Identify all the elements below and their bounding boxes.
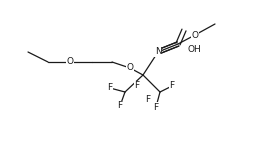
Text: F: F <box>134 82 140 90</box>
Text: OH: OH <box>187 45 201 55</box>
Text: O: O <box>67 58 74 66</box>
Text: N: N <box>155 48 161 56</box>
Text: O: O <box>191 31 198 39</box>
Text: F: F <box>169 82 175 90</box>
Text: O: O <box>126 63 133 73</box>
Text: F: F <box>145 96 151 104</box>
Text: F: F <box>117 101 123 111</box>
Text: F: F <box>107 83 113 93</box>
Text: F: F <box>153 103 159 111</box>
